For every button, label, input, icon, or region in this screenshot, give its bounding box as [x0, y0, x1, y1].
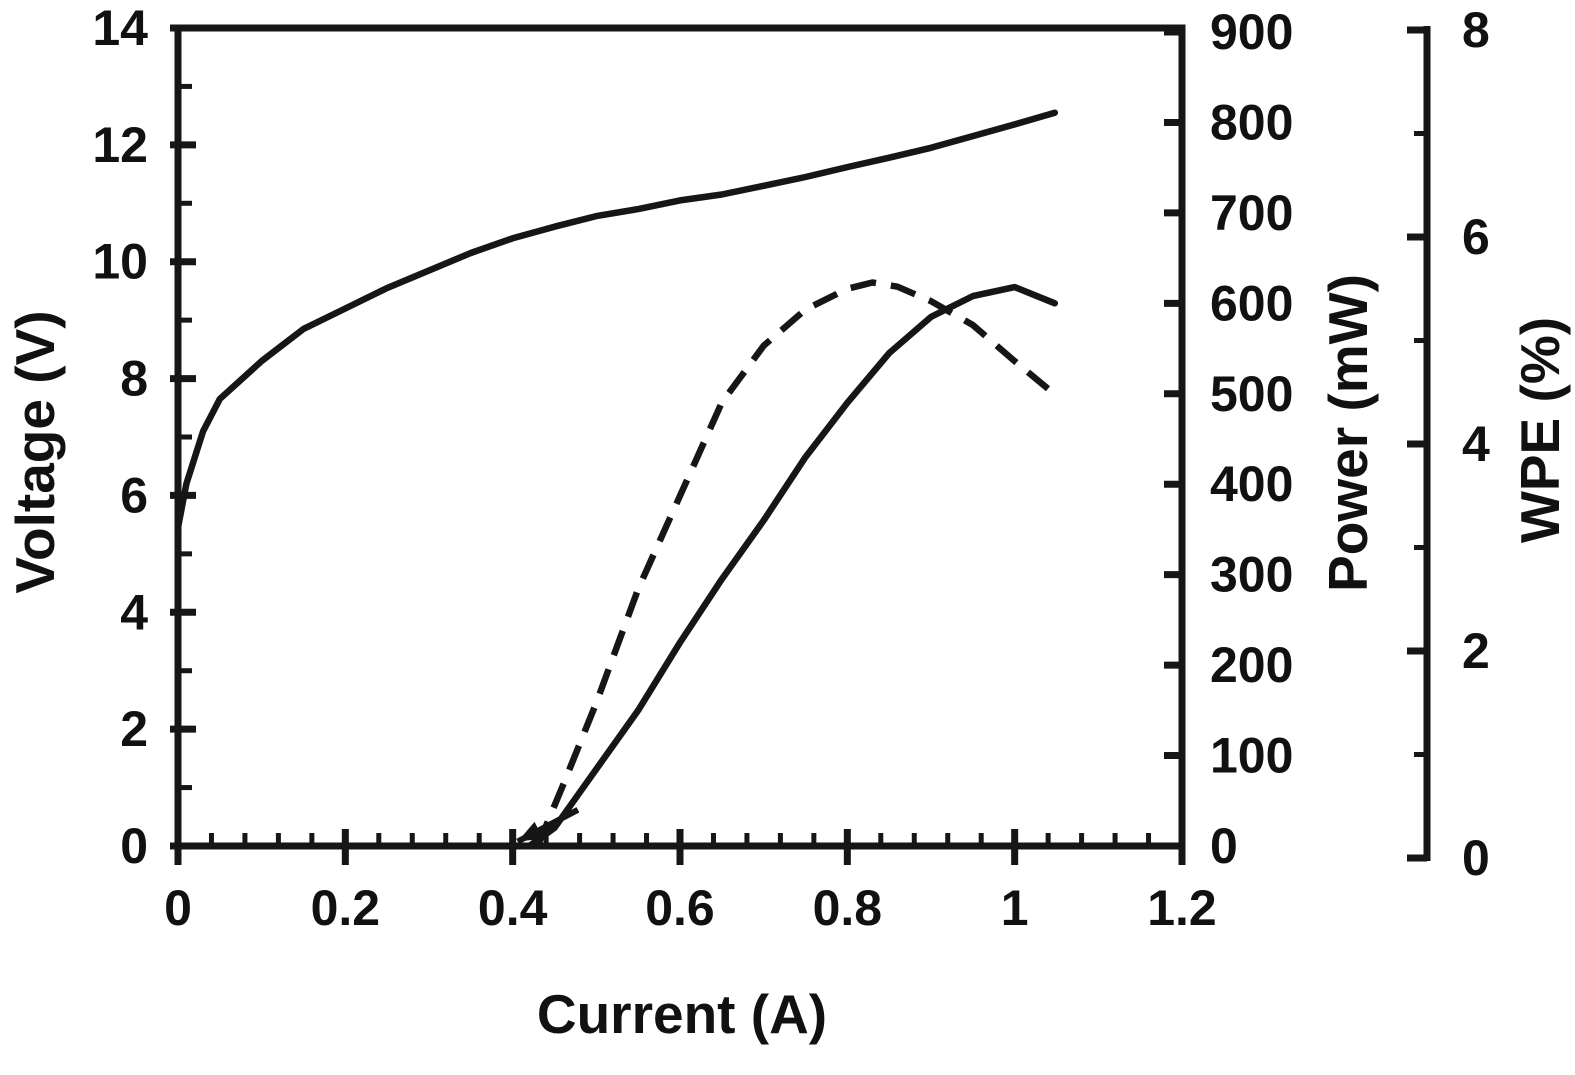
power-tick-label: 0	[1210, 818, 1238, 874]
power-tick-label: 900	[1210, 4, 1293, 60]
x-tick-label: 0	[164, 880, 192, 936]
power-tick-label: 800	[1210, 94, 1293, 150]
power-tick-label: 600	[1210, 275, 1293, 331]
power-tick-label: 200	[1210, 637, 1293, 693]
x-axis-title: Current (A)	[536, 983, 828, 1045]
x-tick-label: 0.8	[813, 880, 883, 936]
power-tick-label: 700	[1210, 185, 1293, 241]
x-tick-label: 1.2	[1147, 880, 1217, 936]
power-tick-label: 100	[1210, 728, 1293, 784]
voltage-tick-label: 10	[92, 234, 148, 290]
series-wall-plug-efficiency	[534, 279, 1055, 847]
power-tick-label: 300	[1210, 547, 1293, 603]
voltage-tick-label: 4	[120, 584, 148, 640]
y-left-axis-title: Voltage (V)	[4, 310, 66, 594]
series-output-power	[526, 283, 1059, 850]
wpe-tick-label: 4	[1462, 416, 1490, 472]
voltage-tick-label: 6	[120, 467, 148, 523]
series-voltage-current	[174, 109, 1059, 531]
x-tick-label: 0.6	[645, 880, 715, 936]
power-tick-label: 500	[1210, 366, 1293, 422]
x-tick-label: 0.4	[478, 880, 548, 936]
wpe-tick-label: 6	[1462, 209, 1490, 265]
power-tick-label: 400	[1210, 456, 1293, 512]
wpe-tick-label: 2	[1462, 623, 1490, 679]
voltage-tick-label: 2	[120, 701, 148, 757]
wpe-tick-label: 0	[1462, 830, 1490, 886]
threshold-arrow-head	[517, 821, 544, 842]
voltage-tick-label: 12	[92, 117, 148, 173]
wpe-axis-title: WPE (%)	[1509, 316, 1571, 544]
voltage-tick-label: 0	[120, 818, 148, 874]
plot-border	[174, 24, 1186, 850]
voltage-tick-label: 8	[120, 351, 148, 407]
voltage-tick-label: 14	[92, 0, 148, 56]
x-tick-label: 0.2	[311, 880, 381, 936]
wpe-tick-label: 8	[1462, 2, 1490, 58]
power-axis-title: Power (mW)	[1317, 274, 1379, 592]
x-tick-label: 1	[1001, 880, 1029, 936]
